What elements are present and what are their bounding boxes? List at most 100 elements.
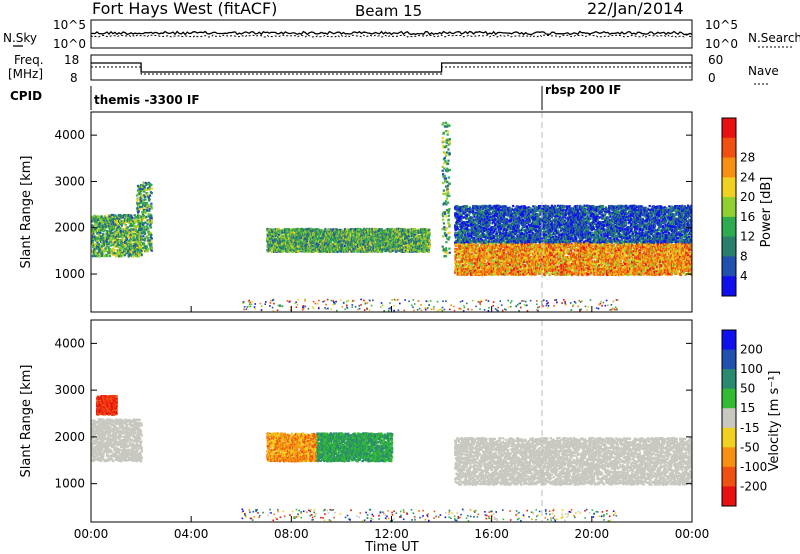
heatmap-cell (385, 242, 388, 245)
heatmap-cell (329, 240, 332, 243)
heatmap-cell (278, 242, 281, 245)
heatmap-cell (143, 245, 146, 248)
heatmap-cell (269, 247, 272, 250)
heatmap-cell (115, 243, 118, 246)
heatmap-cell (418, 249, 421, 252)
heatmap-cell (144, 230, 147, 233)
heatmap-cell (123, 243, 126, 246)
heatmap-cell (148, 188, 151, 191)
heatmap-cell (342, 231, 345, 235)
heatmap-cell (129, 253, 132, 256)
heatmap-cell (120, 255, 123, 258)
heatmap-cell (402, 245, 405, 248)
heatmap-cell (120, 239, 123, 242)
heatmap-cell (114, 217, 117, 220)
heatmap-cell (134, 254, 137, 257)
heatmap-cell (93, 237, 96, 240)
heatmap-cell (369, 229, 372, 232)
heatmap-cell (103, 249, 106, 252)
heatmap-cell (298, 250, 301, 253)
heatmap-cell (135, 255, 138, 258)
heatmap-cell (376, 242, 379, 245)
heatmap-cell (275, 238, 279, 241)
heatmap-cell (420, 233, 423, 236)
heatmap-cell (119, 227, 122, 230)
heatmap-cell (442, 122, 445, 125)
heatmap-cell (141, 188, 144, 191)
heatmap-cell (121, 238, 124, 241)
heatmap-cell (426, 244, 429, 247)
heatmap-cell (352, 240, 355, 243)
heatmap-cell (361, 244, 364, 247)
heatmap-cell (113, 252, 116, 255)
heatmap-cell (336, 250, 339, 253)
heatmap-cell (93, 236, 96, 239)
heatmap-cell (335, 228, 338, 231)
heatmap-cell (285, 236, 288, 239)
heatmap-cell (138, 236, 141, 239)
heatmap-cell (287, 244, 290, 247)
heatmap-cell (141, 189, 144, 192)
heatmap-cell (115, 231, 118, 234)
heatmap-cell (266, 227, 269, 231)
heatmap-cell (149, 217, 152, 220)
heatmap-cell (300, 249, 303, 252)
noise-tick-right-high: 10^5 (705, 18, 738, 32)
heatmap-cell (343, 228, 347, 231)
heatmap-cell (283, 237, 286, 240)
heatmap-cell (286, 239, 289, 242)
heatmap-cell (136, 206, 139, 209)
heatmap-cell (148, 224, 151, 227)
heatmap-cell (149, 232, 152, 235)
heatmap-cell (421, 236, 424, 239)
heatmap-cell (386, 243, 390, 246)
heatmap-cell (122, 254, 125, 257)
heatmap-cell (98, 244, 101, 247)
heatmap-cell (269, 237, 272, 240)
heatmap-cell (150, 241, 153, 244)
heatmap-cell (91, 220, 94, 223)
heatmap-cell (321, 250, 324, 253)
heatmap-cell (103, 244, 106, 247)
heatmap-cell (364, 248, 367, 251)
heatmap-cell (93, 215, 97, 218)
heatmap-cell (412, 227, 415, 231)
power-heatmap (91, 121, 692, 312)
heatmap-cell (343, 242, 346, 246)
heatmap-cell (282, 249, 285, 252)
heatmap-cell (117, 252, 120, 255)
heatmap-cell (97, 217, 100, 220)
heatmap-cell (382, 245, 385, 248)
heatmap-cell (351, 249, 354, 252)
heatmap-cell (311, 246, 314, 249)
heatmap-cell (355, 243, 358, 246)
heatmap-cell (112, 250, 115, 253)
heatmap-cell (99, 231, 102, 234)
heatmap-cell (131, 229, 135, 232)
heatmap-cell (111, 225, 114, 228)
heatmap-cell (324, 227, 327, 231)
heatmap-cell (374, 236, 377, 239)
cpid-panel: CPID themis -3300 IF rbsp 200 IF (10, 83, 621, 110)
heatmap-cell (345, 239, 348, 242)
heatmap-cell (341, 230, 344, 233)
heatmap-cell (287, 249, 290, 252)
heatmap-cell (288, 237, 291, 240)
heatmap-cell (142, 223, 145, 226)
heatmap-cell (144, 204, 147, 207)
heatmap-cell (412, 244, 415, 247)
heatmap-cell (111, 234, 114, 237)
heatmap-cell (141, 248, 145, 251)
heatmap-cell (144, 237, 147, 240)
heatmap-cell (282, 247, 285, 250)
heatmap-cell (143, 188, 146, 191)
heatmap-cell (442, 192, 445, 195)
heatmap-cell (442, 123, 445, 126)
heatmap-cell (98, 233, 101, 236)
heatmap-cell (412, 238, 415, 241)
heatmap-cell (97, 232, 100, 235)
heatmap-cell (149, 183, 152, 186)
heatmap-cell (424, 244, 427, 247)
heatmap-cell (137, 210, 140, 213)
date-label: 22/Jan/2014 (587, 0, 684, 18)
